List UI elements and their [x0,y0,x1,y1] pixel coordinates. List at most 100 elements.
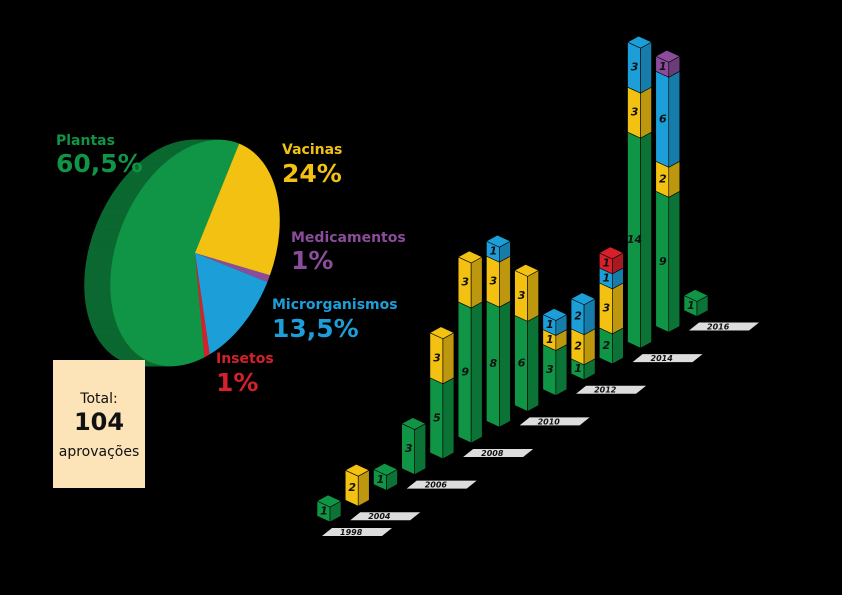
bar-segment [316,494,342,523]
pie-value-label: 13,5% [272,314,359,343]
bar-side [414,423,426,476]
pie-slice [195,253,210,358]
bar-segment [598,246,624,275]
bar-side [470,256,483,309]
data-label: 1 [602,256,610,269]
x-tick-label: 1998 [340,528,363,537]
bar-segment [457,250,483,309]
year-plate [689,322,759,331]
x-tick-label: 2008 [481,449,504,458]
pie-label: Insetos [216,351,274,367]
bar-segment [401,417,427,476]
data-label: 1 [546,333,554,346]
year-plate [632,354,703,363]
bar-segment [514,314,539,412]
pie-value-label: 1% [216,368,258,397]
bar-top [457,250,483,264]
bar-segment [655,160,681,198]
bar-segment [626,35,653,94]
bar-side [470,301,483,444]
data-label: 3 [602,301,610,314]
bar-top [598,246,624,260]
data-label: 1 [546,318,554,331]
bar-segment [599,282,624,335]
bar-segment [485,234,512,263]
x-tick-label: 2004 [368,512,391,521]
data-label: 6 [518,356,526,369]
bar-segment [542,308,568,337]
pie-label: Microrganismos [272,297,398,313]
year-plate [322,528,392,536]
bar-side [527,269,539,322]
bar-segment [655,190,681,333]
bar-segment [486,255,511,308]
data-label: 1 [687,299,695,312]
pie-value-label: 1% [291,246,333,275]
year-plate [406,480,477,489]
total-box [53,360,145,488]
x-tick-label: 2012 [594,386,617,395]
bar-segment [627,131,652,349]
bar-side [442,332,455,385]
bar-top [570,292,596,306]
data-label: 8 [490,357,498,370]
pie-label: Medicamentos [291,230,406,246]
pie-slice [195,253,268,355]
bar-segment [457,301,483,444]
bar-top [316,494,342,508]
bar-segment [429,377,455,460]
data-label: 3 [405,442,413,455]
bar-side [499,300,511,428]
bar-segment [570,358,596,381]
data-label: 9 [659,255,667,268]
pie-chart [84,139,280,367]
year-plate [463,448,534,457]
bar-top [372,463,399,476]
data-label: 1 [490,245,498,258]
data-label: 5 [433,411,441,424]
bar-side [499,255,511,308]
pie-label: Vacinas [282,142,342,158]
pie-slice [195,143,280,276]
bar-side [640,86,652,139]
bar-side [527,314,539,412]
data-label: 1 [377,473,385,486]
bar-segment [655,49,681,78]
bar-side [555,344,568,397]
bar-segment [683,289,709,317]
x-tick-label: 2006 [425,481,448,490]
data-label: 3 [461,275,469,288]
bar-side [668,190,681,333]
data-label: 3 [546,363,554,376]
bar-segment [570,292,596,336]
data-label: 6 [659,112,667,125]
bar-top [513,263,540,277]
bar-top [429,326,455,340]
bar-segment [372,463,399,491]
x-tick-label: 2014 [651,354,674,363]
total-label: Total: [79,391,117,407]
data-label: 2 [574,310,582,323]
bar-side [640,41,652,94]
bar-segment [344,463,370,507]
bar-segment [513,263,540,322]
data-label: 3 [490,275,498,288]
data-label: 2 [602,339,610,352]
pie-value-label: 24% [282,159,342,188]
bar-side [612,282,624,335]
pie-slice [110,139,240,367]
year-plate [350,512,421,521]
bar-segment [655,70,681,168]
data-label: 1 [574,362,582,375]
data-label: 3 [433,351,441,364]
data-label: 14 [627,233,642,246]
bar-top [344,463,370,477]
data-label: 1 [320,505,328,518]
pie-top [110,139,280,367]
data-label: 3 [631,106,639,119]
bar-top [485,234,512,248]
total-unit: aprovações [59,444,140,460]
bar-segment [599,327,624,365]
bar-segment [570,328,596,366]
